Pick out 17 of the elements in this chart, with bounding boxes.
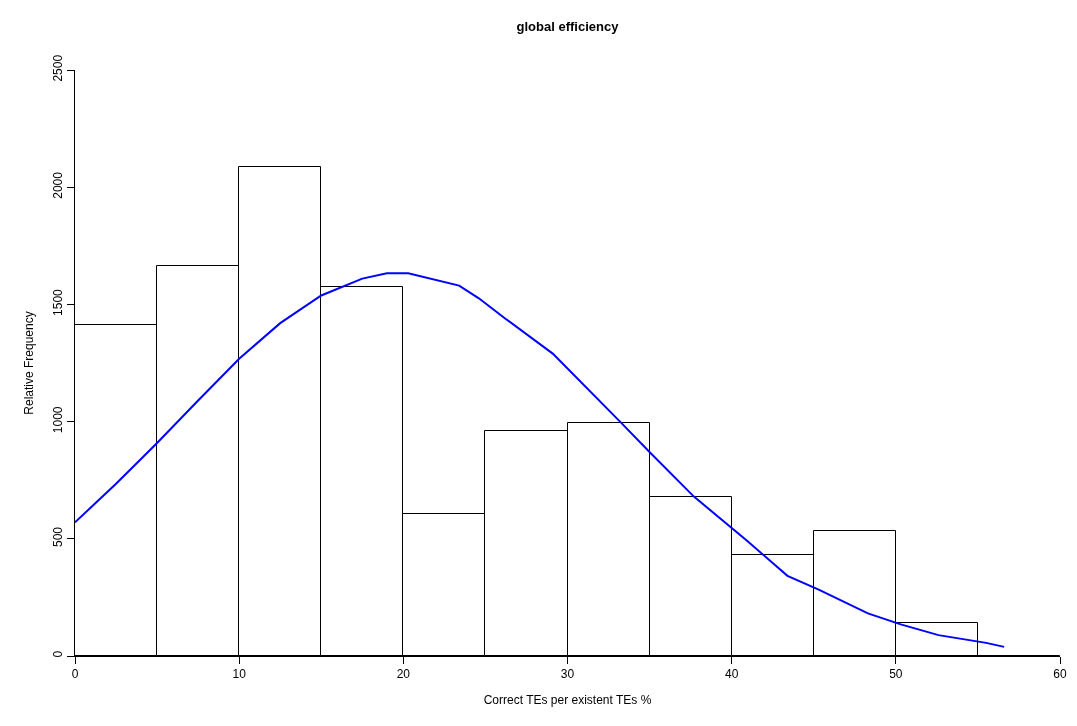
x-tick-label: 0 [71, 667, 79, 682]
y-tick-label: 0 [51, 650, 66, 658]
y-axis-title: Relative Frequency [21, 311, 36, 415]
x-axis-title: Correct TEs per existent TEs % [483, 693, 652, 708]
x-tick-label: 20 [396, 667, 411, 682]
y-tick-label: 1000 [51, 406, 66, 434]
x-tick-label: 30 [560, 667, 575, 682]
x-tick-label: 60 [1053, 667, 1067, 682]
y-tick-label: 1500 [51, 288, 66, 316]
y-tick-label: 2000 [51, 171, 66, 199]
x-tick-label: 10 [232, 667, 247, 682]
x-tick-label: 40 [724, 667, 739, 682]
chart-title: global efficiency [516, 18, 620, 34]
y-tick-label: 500 [51, 526, 66, 548]
line-series [75, 272, 1006, 648]
x-tick-label: 50 [889, 667, 903, 682]
y-tick-label: 2500 [51, 54, 66, 82]
